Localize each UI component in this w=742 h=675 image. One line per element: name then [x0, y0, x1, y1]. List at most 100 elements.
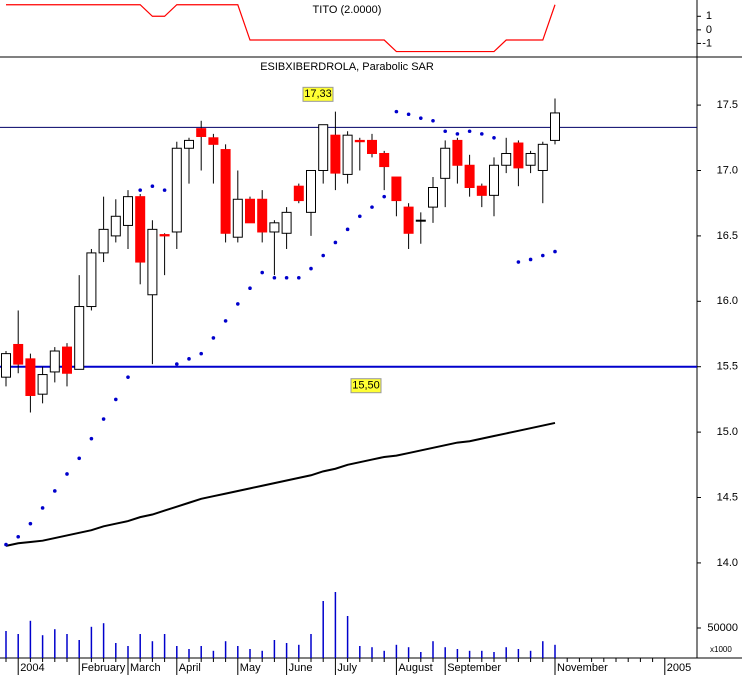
candle-body [25, 358, 36, 396]
y-tick-label: 17.5 [717, 99, 738, 111]
candle-body [159, 234, 170, 237]
sar-dot [272, 275, 277, 280]
candle-body [525, 152, 536, 166]
sar-dot [541, 253, 545, 258]
y-tick-label: 0 [706, 24, 712, 36]
x-tick-label: September [447, 662, 501, 674]
candle-body [184, 139, 194, 149]
y-tick-label: 16.5 [717, 230, 738, 242]
candle-body [293, 185, 304, 202]
candle-body [415, 219, 426, 222]
candle-body [220, 149, 231, 234]
candle-body [501, 152, 512, 166]
candle-body [269, 222, 280, 233]
sar-dot [528, 257, 533, 262]
sar-dot [419, 116, 423, 120]
candle-body [147, 228, 158, 296]
candle-body [318, 124, 329, 171]
sar-dot [321, 253, 326, 258]
sar-dot [187, 357, 191, 361]
x-tick-label: November [557, 662, 608, 674]
indicator-line [6, 4, 556, 53]
indicator-title: TITO (2.0000) [313, 4, 382, 16]
x-tick-label: April [179, 662, 201, 674]
x-tick-label: August [398, 662, 432, 674]
sar-dot [28, 521, 33, 526]
sar-dot [236, 302, 240, 306]
sar-dot [175, 362, 179, 366]
x-tick-label: March [130, 662, 161, 674]
candle-body [49, 350, 60, 373]
y-tick-label: 17.0 [717, 164, 738, 176]
candle-body [171, 147, 182, 233]
sar-dot [443, 129, 448, 134]
y-tick-label: -1 [702, 37, 712, 49]
candle-body [537, 143, 548, 171]
sar-dot [382, 194, 387, 199]
x-tick-label: May [240, 662, 261, 674]
sar-dot [150, 184, 155, 188]
candle-body [257, 198, 268, 233]
sar-dot [89, 436, 94, 441]
sar-dot [333, 240, 338, 245]
sar-dot [162, 188, 167, 192]
candle-body [1, 353, 11, 378]
candle-body [306, 169, 316, 213]
x-tick-label: June [289, 662, 313, 674]
candle-body [391, 176, 402, 202]
candle-body [232, 198, 243, 238]
candle-body [281, 211, 292, 234]
candle-body [123, 196, 133, 226]
candle-body [135, 196, 146, 263]
sar-dot [480, 132, 484, 136]
sar-dot [406, 112, 411, 117]
candle-body [403, 206, 414, 234]
sar-dot [248, 286, 252, 291]
x-tick-label: 2005 [667, 662, 691, 674]
horizontal-line-label: 15,50 [352, 380, 380, 392]
candle-body [110, 215, 121, 237]
candle-body [452, 139, 463, 166]
x-tick-label: 2004 [20, 662, 44, 674]
candle-body [342, 134, 353, 175]
sar-dot [223, 319, 228, 323]
sar-dot [455, 132, 460, 136]
candle-body [354, 139, 365, 143]
sar-dot [138, 188, 142, 192]
sar-dot [16, 534, 21, 539]
volume-multiplier: x1000 [710, 645, 732, 654]
chart-title: ESIBXIBERDROLA, Parabolic SAR [260, 61, 434, 73]
candle-body [476, 185, 487, 196]
sar-dot [77, 456, 81, 461]
sar-dot [309, 266, 313, 271]
x-tick-label: July [337, 662, 357, 674]
candle-body [330, 134, 341, 174]
candle-body [428, 187, 438, 208]
y-tick-label: 1 [706, 10, 712, 22]
candle-body [208, 137, 219, 145]
candle-body [62, 346, 72, 374]
y-tick-label: 50000 [707, 622, 738, 634]
moving-average [5, 421, 556, 547]
sar-dot [284, 275, 289, 280]
candle-body [196, 128, 207, 137]
candle-body [440, 147, 451, 179]
horizontal-line-label: 17,33 [304, 88, 332, 100]
sar-dot [358, 214, 362, 219]
candle-body [98, 228, 109, 254]
sar-dot [53, 489, 57, 493]
sar-dot [260, 270, 265, 275]
candle-body [86, 252, 97, 308]
sar-dot [211, 336, 216, 340]
candle-body [379, 152, 390, 168]
y-tick-label: 14.5 [717, 491, 738, 503]
candle-body [550, 112, 560, 141]
sar-dot [492, 135, 496, 140]
sar-dot [114, 397, 118, 402]
sar-dot [370, 205, 374, 209]
sar-dot [101, 417, 106, 421]
sar-dot [553, 249, 557, 254]
sar-dot [345, 227, 350, 232]
